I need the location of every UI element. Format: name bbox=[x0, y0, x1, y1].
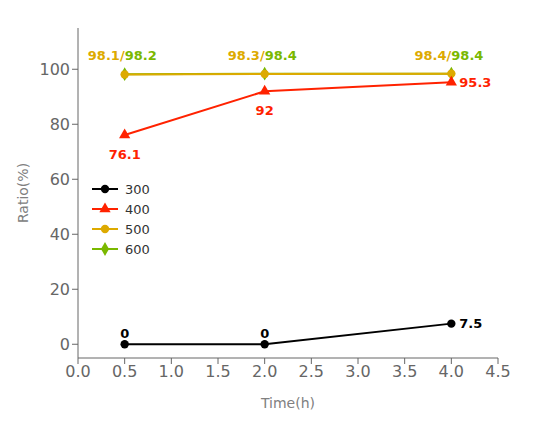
html-text:400: 400 bbox=[125, 201, 150, 217]
svg-text:2.5: 2.5 bbox=[299, 362, 324, 381]
svg-text:60: 60 bbox=[50, 170, 70, 189]
svg-text:40: 40 bbox=[50, 225, 70, 244]
svg-text:76.1: 76.1 bbox=[109, 147, 141, 162]
svg-text:0.0: 0.0 bbox=[65, 362, 90, 381]
svg-text:0: 0 bbox=[260, 326, 269, 341]
svg-text:0.5: 0.5 bbox=[112, 362, 137, 381]
svg-text:98.4: 98.4 bbox=[265, 48, 297, 63]
svg-text:95.3: 95.3 bbox=[459, 75, 491, 90]
svg-text:1.0: 1.0 bbox=[159, 362, 184, 381]
svg-text:3.0: 3.0 bbox=[345, 362, 370, 381]
svg-text:1.5: 1.5 bbox=[205, 362, 230, 381]
svg-text:98.3/: 98.3/ bbox=[228, 48, 265, 63]
svg-text:80: 80 bbox=[50, 115, 70, 134]
svg-text:Time(h): Time(h) bbox=[260, 395, 315, 411]
svg-text:3.5: 3.5 bbox=[392, 362, 417, 381]
svg-text:0: 0 bbox=[60, 335, 70, 354]
svg-text:98.1/: 98.1/ bbox=[88, 48, 125, 63]
svg-text:0: 0 bbox=[120, 326, 129, 341]
html-text:300: 300 bbox=[125, 181, 150, 197]
svg-text:100: 100 bbox=[39, 60, 70, 79]
svg-text:2.0: 2.0 bbox=[252, 362, 277, 381]
svg-text:20: 20 bbox=[50, 280, 70, 299]
svg-text:92: 92 bbox=[256, 103, 274, 118]
html-text:500: 500 bbox=[125, 221, 150, 237]
svg-text:98.4/: 98.4/ bbox=[415, 48, 452, 63]
svg-text:4.0: 4.0 bbox=[439, 362, 464, 381]
svg-text:98.4: 98.4 bbox=[451, 48, 483, 63]
svg-text:98.2: 98.2 bbox=[125, 48, 157, 63]
svg-text:4.5: 4.5 bbox=[485, 362, 510, 381]
html-text:600: 600 bbox=[125, 241, 150, 257]
svg-text:7.5: 7.5 bbox=[459, 316, 482, 331]
svg-text:Ratio(%): Ratio(%) bbox=[15, 163, 31, 223]
